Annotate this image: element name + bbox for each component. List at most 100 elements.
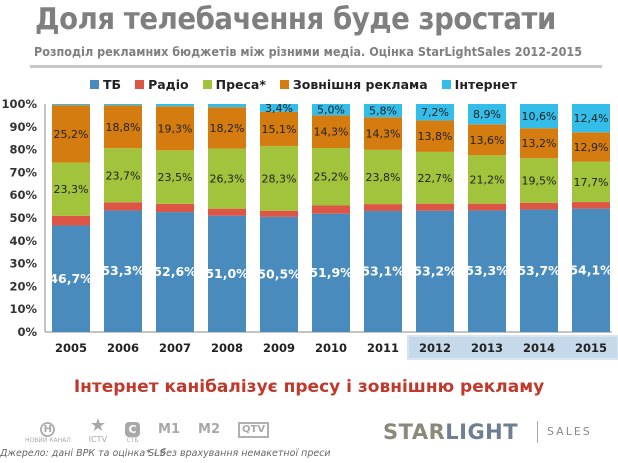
novyi-kanal-icon: H bbox=[40, 422, 56, 437]
data-label: 53,2% bbox=[413, 263, 457, 278]
chart-subtitle: Розподіл рекламних бюджетів між різними … bbox=[34, 44, 583, 59]
data-label: 23,8% bbox=[366, 171, 401, 184]
y-tick-label: 0% bbox=[17, 325, 37, 339]
data-label: 53,1% bbox=[361, 263, 405, 278]
x-tick-label: 2014 bbox=[523, 341, 555, 355]
bar-segment-тб-2005 bbox=[52, 225, 90, 332]
legend-item-tv: ТБ bbox=[90, 77, 121, 92]
bar-segment-інтернет-2015 bbox=[572, 104, 610, 133]
x-tick-label: 2013 bbox=[471, 341, 503, 355]
bar-segment-преса-2013 bbox=[468, 155, 506, 204]
data-label: 18,2% bbox=[210, 122, 245, 135]
x-tick-label: 2009 bbox=[263, 341, 295, 355]
data-label: 21,2% bbox=[470, 173, 505, 186]
brand-star-text: STAR bbox=[383, 420, 446, 444]
legend-label-radio: Радіо bbox=[148, 77, 189, 92]
bar-segment-інтернет-2012 bbox=[416, 104, 454, 121]
data-label: 22,7% bbox=[418, 172, 453, 185]
data-label: 13,8% bbox=[418, 130, 453, 143]
stb-caption: СТБ bbox=[126, 437, 139, 444]
legend-item-press: Преса* bbox=[202, 77, 266, 92]
legend-swatch-internet bbox=[441, 80, 451, 89]
bar-segment-радіо-2013 bbox=[468, 203, 506, 211]
m2-icon: M2 bbox=[198, 422, 221, 437]
bar-segment-інтернет-2010 bbox=[312, 104, 350, 116]
bar-segment-інтернет-2005 bbox=[52, 104, 90, 106]
bar-segment-тб-2009 bbox=[260, 216, 298, 332]
bar-segment-радіо-2006 bbox=[104, 202, 142, 211]
x-tick-label: 2011 bbox=[367, 341, 399, 355]
bar-segment-тб-2006 bbox=[104, 210, 142, 332]
legend-label-press: Преса* bbox=[215, 77, 266, 92]
x-tick-label: 2008 bbox=[211, 341, 243, 355]
legend-swatch-tv bbox=[90, 80, 99, 89]
novyi-kanal-caption: НОВИЙ КАНАЛ bbox=[25, 437, 71, 444]
bar-segment-тб-2012 bbox=[416, 210, 454, 332]
data-label: 53,3% bbox=[465, 263, 509, 278]
m2-logo: M2 bbox=[198, 423, 220, 444]
bar-segment-зовнішняреклама-2009 bbox=[260, 111, 298, 147]
brand-separator bbox=[537, 421, 538, 443]
data-label: 23,7% bbox=[106, 169, 141, 182]
bar-segment-інтернет-2011 bbox=[364, 104, 402, 118]
y-tick-label: 100% bbox=[1, 97, 37, 111]
bar-segment-зовнішняреклама-2014 bbox=[520, 128, 558, 159]
data-label: 14,3% bbox=[314, 126, 349, 139]
data-label: 10,6% bbox=[522, 110, 557, 123]
x-tick-label: 2006 bbox=[107, 341, 139, 355]
y-tick-label: 20% bbox=[9, 279, 37, 293]
stacked-bar-chart: 0% 10% 20% 30% 40% 50% 60% 70% 80% 90% 100% 46,7% 23… bbox=[1, 97, 618, 360]
brand-light-text: LIGHT bbox=[445, 420, 519, 444]
legend-label-outdoor: Зовнішня реклама bbox=[292, 77, 428, 92]
data-label: 7,2% bbox=[421, 106, 449, 119]
bar-segment-тб-2014 bbox=[520, 209, 558, 332]
conclusion-text: Інтернет канібалізує пресу і зовнішню ре… bbox=[73, 377, 545, 397]
bar-segment-радіо-2008 bbox=[208, 208, 246, 216]
bar-segment-інтернет-2008 bbox=[208, 104, 246, 108]
data-label: 17,7% bbox=[574, 176, 609, 189]
forecast-highlight bbox=[407, 335, 618, 360]
bar-segment-інтернет-2009 bbox=[260, 104, 298, 112]
ictv-logo: ★ ICTV bbox=[89, 417, 107, 444]
data-label: 5,0% bbox=[317, 104, 345, 117]
bar-segment-преса-2006 bbox=[104, 148, 142, 203]
legend-swatch-press bbox=[202, 80, 212, 89]
bar-segment-тб-2015 bbox=[572, 208, 610, 332]
bar-segment-радіо-2012 bbox=[416, 203, 454, 211]
ictv-star-icon: ★ bbox=[89, 415, 106, 436]
x-tick-label: 2005 bbox=[55, 341, 87, 355]
data-label: 18,8% bbox=[106, 121, 141, 134]
bar-segment-зовнішняреклама-2013 bbox=[468, 124, 506, 156]
channel-logos: H НОВИЙ КАНАЛ ★ ICTV C СТБ M1 M2 QTV bbox=[25, 417, 270, 444]
y-tick-label: 60% bbox=[9, 188, 37, 202]
data-label: 51,0% bbox=[205, 266, 249, 281]
data-label: 46,7% bbox=[49, 271, 93, 286]
legend-swatch-outdoor bbox=[279, 80, 289, 89]
bar-segment-преса-2005 bbox=[52, 162, 90, 216]
bar-segment-радіо-2009 bbox=[260, 210, 298, 217]
data-label: 8,9% bbox=[473, 108, 501, 121]
y-tick-label: 40% bbox=[9, 234, 37, 248]
brand-sales-text: SALES bbox=[547, 425, 592, 438]
bar-segment-преса-2015 bbox=[572, 161, 610, 203]
stb-icon: C bbox=[125, 422, 141, 437]
bar-segment-преса-2007 bbox=[156, 150, 194, 204]
qtv-icon: QTV bbox=[238, 422, 270, 438]
bar-segment-преса-2014 bbox=[520, 158, 558, 203]
bar-segment-інтернет-2007 bbox=[156, 104, 194, 107]
x-tick-label: 2010 bbox=[315, 341, 347, 355]
novyi-kanal-logo: H НОВИЙ КАНАЛ bbox=[25, 422, 71, 444]
data-label: 25,2% bbox=[314, 171, 349, 184]
data-label: 23,3% bbox=[54, 183, 89, 196]
y-tick-label: 90% bbox=[9, 120, 37, 134]
m1-icon: M1 bbox=[158, 422, 181, 437]
legend-swatch-radio bbox=[135, 80, 145, 89]
bar-segment-зовнішняреклама-2011 bbox=[364, 117, 402, 150]
bar-segment-радіо-2010 bbox=[312, 205, 350, 214]
bar-segment-радіо-2014 bbox=[520, 202, 558, 210]
legend-item-internet: Інтернет bbox=[441, 77, 517, 92]
footnote: * - без врахування немакетної преси bbox=[146, 448, 331, 459]
ictv-caption: ICTV bbox=[88, 435, 108, 444]
m1-logo: M1 bbox=[158, 423, 180, 444]
bar-segment-тб-2008 bbox=[208, 215, 246, 332]
